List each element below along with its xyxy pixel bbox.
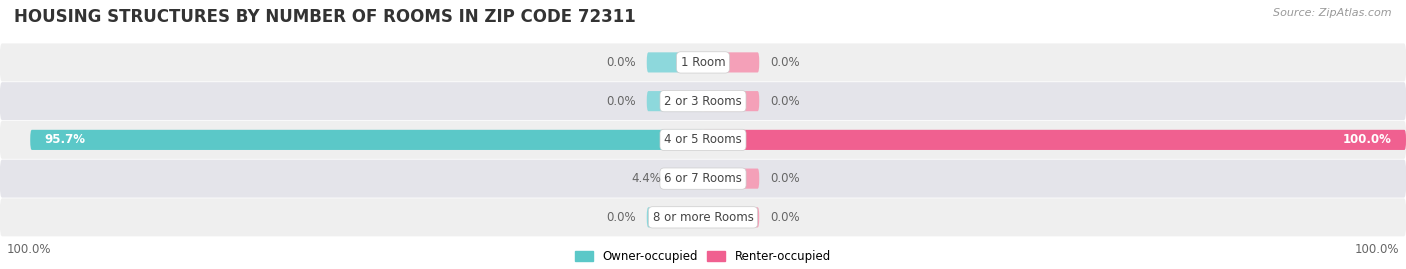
FancyBboxPatch shape (703, 130, 1406, 150)
Text: 100.0%: 100.0% (1354, 243, 1399, 256)
Text: 0.0%: 0.0% (770, 56, 800, 69)
FancyBboxPatch shape (672, 169, 703, 189)
Text: 100.0%: 100.0% (7, 243, 52, 256)
Text: 0.0%: 0.0% (606, 211, 637, 224)
FancyBboxPatch shape (0, 160, 1406, 198)
Text: 0.0%: 0.0% (770, 211, 800, 224)
Text: 4.4%: 4.4% (631, 172, 662, 185)
Text: 4 or 5 Rooms: 4 or 5 Rooms (664, 133, 742, 146)
Text: 1 Room: 1 Room (681, 56, 725, 69)
FancyBboxPatch shape (703, 52, 759, 72)
Text: 8 or more Rooms: 8 or more Rooms (652, 211, 754, 224)
Text: Source: ZipAtlas.com: Source: ZipAtlas.com (1274, 8, 1392, 18)
Text: 0.0%: 0.0% (606, 95, 637, 108)
Legend: Owner-occupied, Renter-occupied: Owner-occupied, Renter-occupied (575, 250, 831, 263)
Text: 0.0%: 0.0% (770, 95, 800, 108)
FancyBboxPatch shape (0, 198, 1406, 236)
FancyBboxPatch shape (647, 207, 703, 227)
FancyBboxPatch shape (703, 91, 759, 111)
Text: 95.7%: 95.7% (44, 133, 86, 146)
FancyBboxPatch shape (0, 121, 1406, 159)
Text: 100.0%: 100.0% (1343, 133, 1392, 146)
FancyBboxPatch shape (647, 52, 703, 72)
FancyBboxPatch shape (703, 207, 759, 227)
FancyBboxPatch shape (647, 91, 703, 111)
Text: 0.0%: 0.0% (606, 56, 637, 69)
FancyBboxPatch shape (703, 169, 759, 189)
Text: HOUSING STRUCTURES BY NUMBER OF ROOMS IN ZIP CODE 72311: HOUSING STRUCTURES BY NUMBER OF ROOMS IN… (14, 8, 636, 26)
FancyBboxPatch shape (0, 43, 1406, 82)
Text: 2 or 3 Rooms: 2 or 3 Rooms (664, 95, 742, 108)
FancyBboxPatch shape (0, 82, 1406, 120)
Text: 0.0%: 0.0% (770, 172, 800, 185)
FancyBboxPatch shape (30, 130, 703, 150)
Text: 6 or 7 Rooms: 6 or 7 Rooms (664, 172, 742, 185)
